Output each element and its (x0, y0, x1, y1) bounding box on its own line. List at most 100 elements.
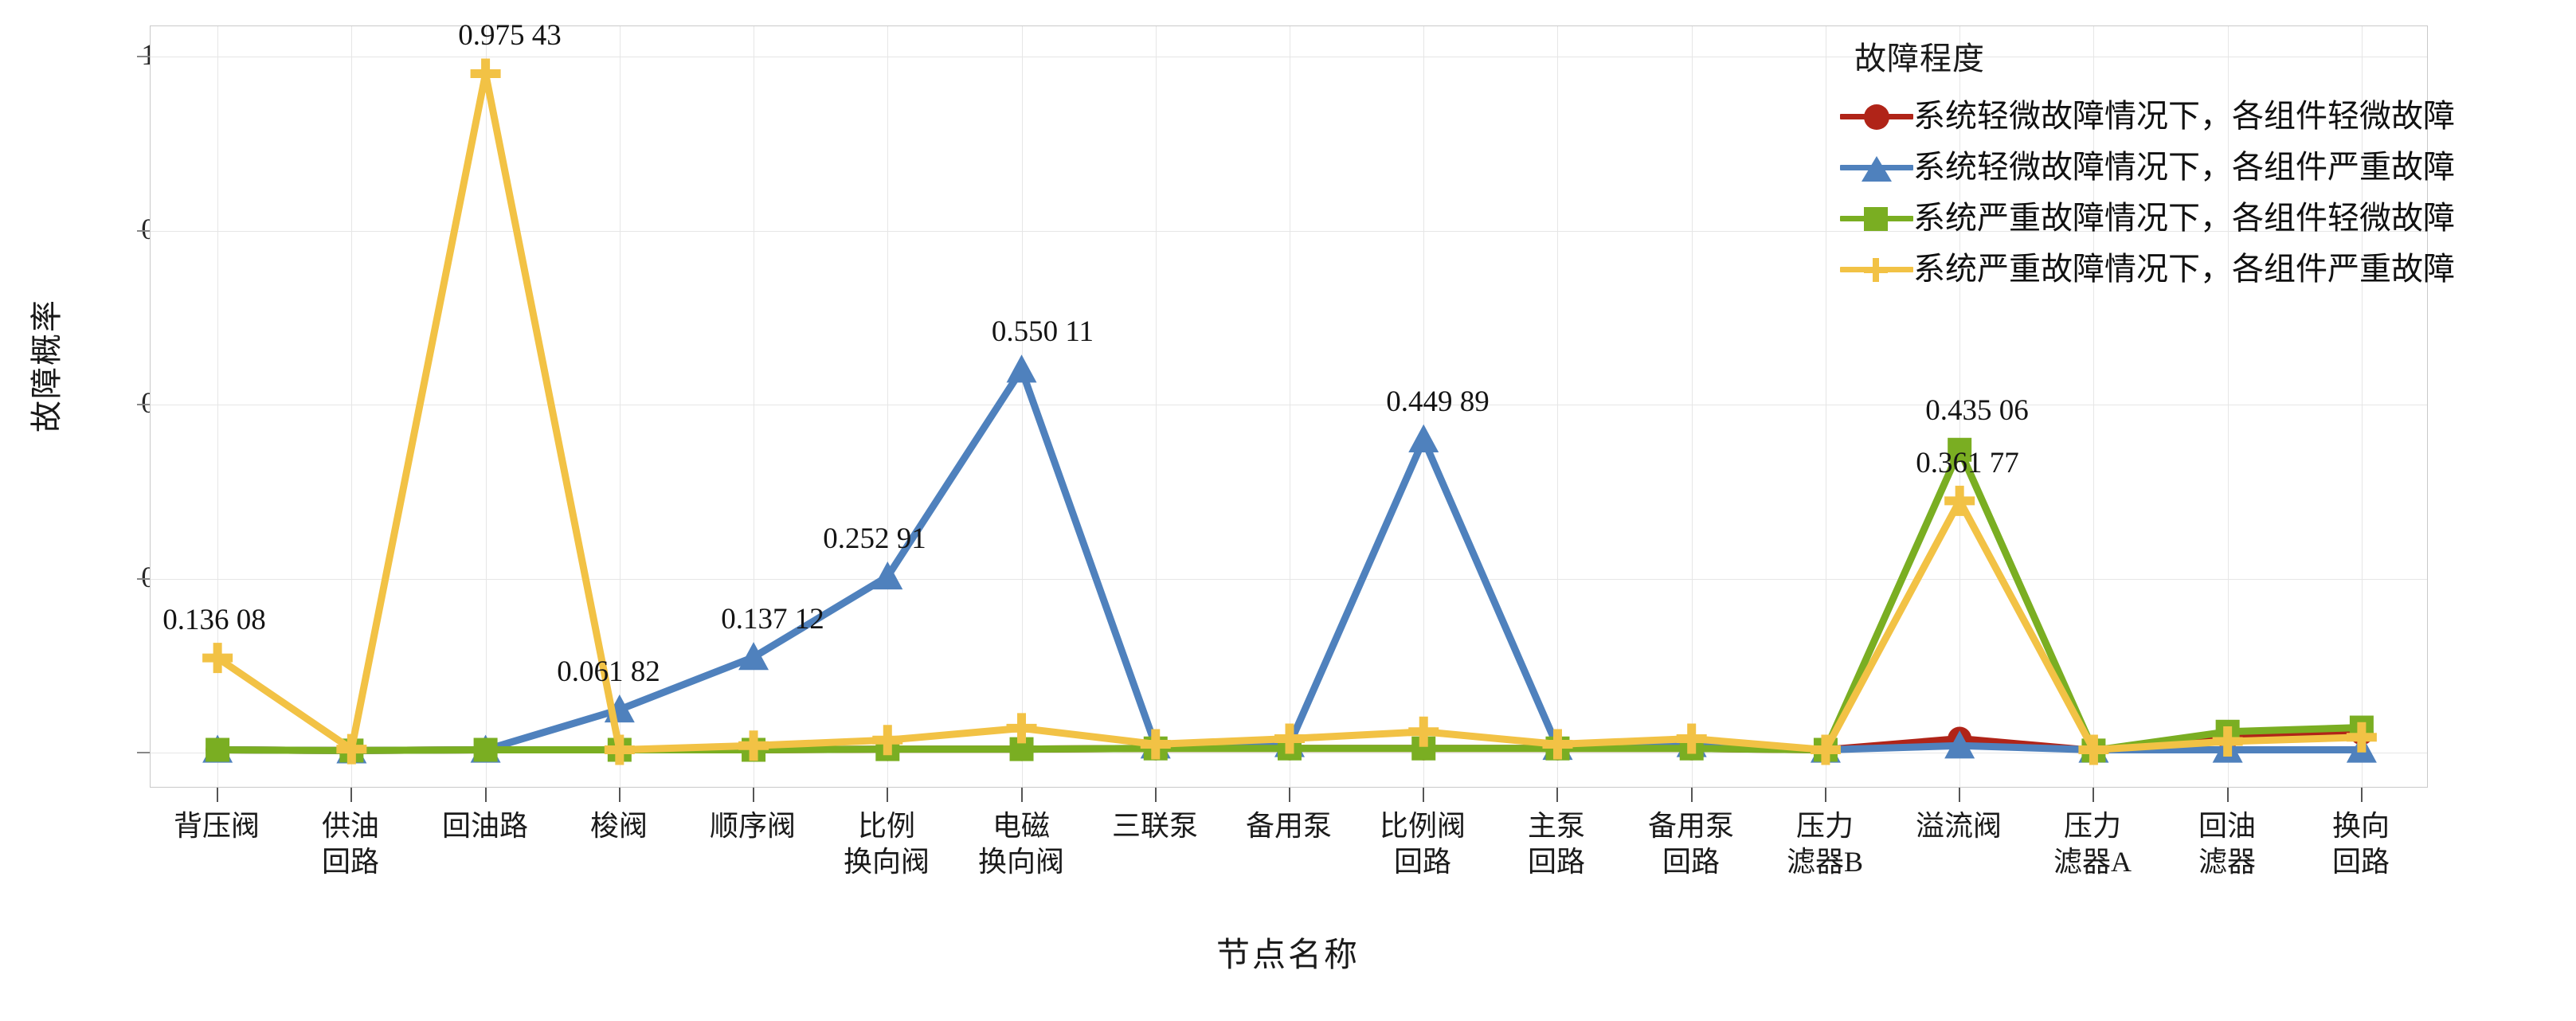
data-point-value-label: 0.550 11 (991, 315, 1094, 348)
data-point-marker-plus (872, 725, 903, 756)
legend-entry-label: 系统严重故障情况下，各组件严重故障 (1913, 251, 2455, 287)
plot-area: 0.136 08 0.975 43 0.061 82 0.137 12 0.252 91… (150, 21, 2428, 788)
data-point-marker-plus (604, 734, 635, 765)
gridline-vertical (2362, 26, 2363, 787)
data-point-marker-plus (336, 733, 367, 765)
legend-entry-label: 系统轻微故障情况下，各组件严重故障 (1913, 149, 2455, 185)
data-point-marker-plus (470, 58, 501, 89)
x-axis-category-label: 三联泵 (1111, 810, 1199, 842)
data-point-marker-plus (202, 643, 233, 674)
data-point-marker-square (1948, 437, 1972, 462)
data-point-marker-plus (2212, 726, 2243, 757)
gridline-vertical (887, 26, 888, 787)
x-axis-category-label: 换向 回路 (2331, 810, 2390, 878)
x-axis-tick-mark (2361, 788, 2363, 802)
x-axis-category-label: 压力 滤器A (2053, 810, 2132, 878)
legend-entry[interactable]: 系统轻微故障情况下，各组件严重故障 (1840, 142, 2557, 193)
x-axis-tick-mark (1556, 788, 1558, 802)
y-axis-tick-mark (137, 56, 150, 57)
y-axis-tick-mark (137, 752, 150, 753)
x-axis-tick-mark (1021, 788, 1023, 802)
x-axis-category-label: 备用泵 回路 (1647, 810, 1735, 878)
series-group (202, 354, 2377, 764)
legend-marker-square-icon (1864, 207, 1888, 231)
legend-marker-circle-icon (1864, 104, 1889, 130)
data-point-marker-triangle (1006, 354, 1037, 383)
legend-entry-label: 系统严重故障情况下，各组件轻微故障 (1913, 200, 2455, 236)
x-axis-tick-mark (1959, 788, 1960, 802)
legend-entry[interactable]: 系统严重故障情况下，各组件严重故障 (1840, 244, 2557, 295)
x-axis-title: 节点名称 (1216, 937, 1360, 974)
legend-marker-plus-icon (1864, 258, 1888, 282)
gridline-horizontal (151, 579, 2427, 580)
gridline-vertical (1959, 26, 1960, 787)
gridline-vertical (1022, 26, 1023, 787)
legend-key (1840, 252, 1913, 287)
legend-entry-label: 系统轻微故障情况下，各组件轻微故障 (1913, 98, 2455, 134)
x-axis-tick-mark (619, 788, 621, 802)
x-axis-tick-mark (2093, 788, 2094, 802)
legend-entry[interactable]: 系统严重故障情况下，各组件轻微故障 (1840, 193, 2557, 244)
x-axis-tick-mark (753, 788, 754, 802)
data-point-marker-plus (1274, 723, 1305, 754)
data-point-marker-triangle (1944, 730, 1975, 759)
x-axis-tick-mark (350, 788, 352, 802)
data-point-value-label: 0.449 89 (1386, 385, 1490, 418)
series-group (206, 437, 2374, 763)
gridline-vertical (2093, 26, 2094, 787)
data-point-marker-triangle (1408, 424, 1439, 452)
y-axis-tick-mark (137, 578, 150, 580)
legend: 故障程度 系统轻微故障情况下，各组件轻微故障 系统轻微故障情况下，各组件严重故障系… (1840, 38, 2557, 295)
x-axis-category-label: 备用泵 (1245, 810, 1333, 842)
data-point-marker-plus (1944, 485, 1975, 516)
x-axis-category-label: 溢流阀 (1915, 810, 2002, 842)
y-axis-tick-mark (137, 230, 150, 232)
data-point-value-label: 0.136 08 (162, 604, 266, 636)
x-axis-category-label: 主泵 回路 (1527, 810, 1586, 878)
x-axis-category-label: 顺序阀 (709, 810, 797, 842)
data-point-value-label: 0.061 82 (557, 655, 660, 688)
x-axis-category-label: 电磁 换向阀 (977, 810, 1065, 878)
gridline-vertical (1423, 26, 1424, 787)
x-axis-category-label: 梭阀 (589, 810, 648, 842)
data-point-marker-plus (2078, 734, 2109, 765)
data-point-value-label: 0.975 43 (458, 19, 562, 52)
x-axis-tick-mark (1289, 788, 1290, 802)
data-point-marker-triangle (738, 642, 769, 671)
legend-key (1840, 99, 1913, 134)
data-point-value-label: 0.137 12 (721, 603, 824, 636)
legend-marker-triangle-icon (1862, 156, 1892, 182)
legend-key (1840, 201, 1913, 236)
series-group (202, 58, 2377, 765)
x-axis-tick-mark (2227, 788, 2229, 802)
x-axis-tick-mark (1155, 788, 1157, 802)
data-point-marker-square (473, 737, 498, 762)
x-axis-category-label: 背压阀 (173, 810, 260, 842)
series-layer (202, 58, 2377, 765)
x-axis-tick-mark (485, 788, 487, 802)
legend-entry[interactable]: 系统轻微故障情况下，各组件轻微故障 (1840, 91, 2557, 142)
legend-title: 故障程度 (1854, 41, 1985, 76)
data-point-marker-triangle (872, 561, 903, 590)
data-point-value-label: 0.252 91 (823, 522, 926, 555)
x-axis-category-label: 比例阀 回路 (1379, 810, 1466, 878)
legend-entries: 系统轻微故障情况下，各组件轻微故障 系统轻微故障情况下，各组件严重故障 系统严重故障… (1840, 91, 2557, 295)
data-point-marker-square (206, 737, 230, 762)
x-axis: 背压阀 供油 回路 回油路 梭阀 顺序阀 比例 换向阀 电磁 换向阀 三联泵 备用泵 比例阀 回路… (150, 788, 2428, 907)
data-point-marker-plus (1408, 716, 1439, 747)
gridline-vertical (1557, 26, 1558, 787)
x-axis-tick-mark (1691, 788, 1693, 802)
data-point-marker-plus (1542, 729, 1573, 760)
data-point-marker-plus (1140, 729, 1171, 760)
data-point-value-label: 0.361 77 (1916, 447, 2019, 479)
gridline-vertical (620, 26, 621, 787)
data-point-marker-plus (1810, 734, 1841, 765)
x-axis-tick-mark (217, 788, 218, 802)
x-axis-tick-mark (887, 788, 888, 802)
x-axis-tick-mark (1825, 788, 1826, 802)
gridline-vertical (2228, 26, 2229, 787)
x-axis-category-label: 回油路 (441, 810, 529, 842)
series-line (213, 446, 2366, 754)
x-axis-category-label: 回油 滤器 (2198, 810, 2257, 878)
